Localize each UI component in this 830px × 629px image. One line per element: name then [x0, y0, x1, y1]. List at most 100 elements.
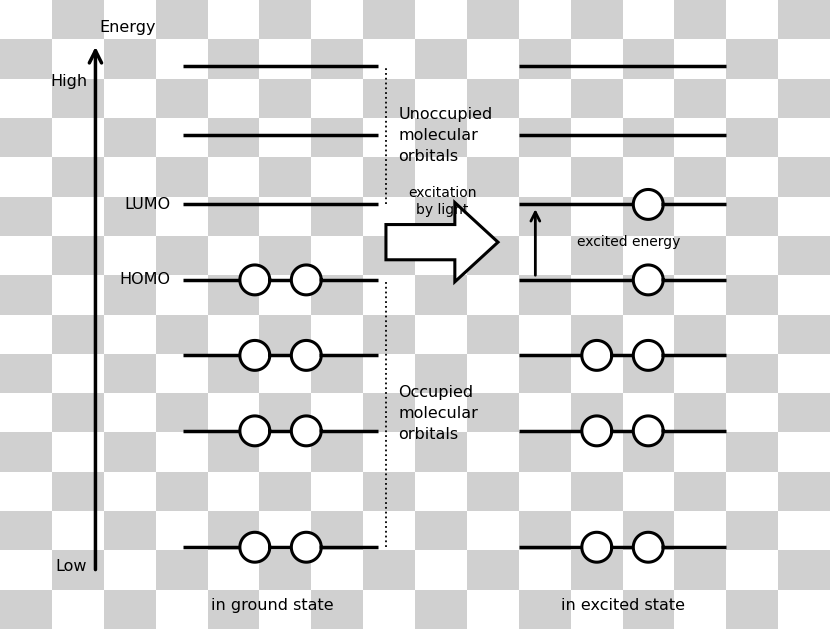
Bar — [156, 157, 208, 196]
Bar — [726, 118, 779, 157]
Bar — [571, 0, 622, 39]
Bar — [519, 433, 571, 472]
Bar — [622, 196, 675, 236]
Bar — [675, 314, 726, 353]
Bar — [415, 511, 466, 550]
Bar — [779, 236, 830, 276]
Bar — [779, 550, 830, 590]
Polygon shape — [240, 265, 270, 295]
Bar — [311, 276, 364, 314]
Bar — [208, 276, 260, 314]
Bar — [466, 79, 519, 118]
Bar — [260, 472, 311, 511]
Bar — [779, 79, 830, 118]
Polygon shape — [633, 532, 663, 562]
Bar — [622, 590, 675, 629]
Bar — [519, 39, 571, 79]
Bar — [415, 39, 466, 79]
Bar — [622, 276, 675, 314]
Bar — [726, 590, 779, 629]
Bar — [622, 39, 675, 79]
Bar — [51, 0, 104, 39]
Polygon shape — [582, 340, 612, 370]
Bar — [104, 118, 156, 157]
Text: HOMO: HOMO — [120, 272, 170, 287]
Bar — [51, 236, 104, 276]
Bar — [519, 276, 571, 314]
Bar — [675, 550, 726, 590]
Bar — [311, 196, 364, 236]
Bar — [519, 590, 571, 629]
Text: LUMO: LUMO — [124, 197, 170, 212]
Polygon shape — [240, 532, 270, 562]
Polygon shape — [633, 189, 663, 220]
Bar — [104, 196, 156, 236]
Bar — [260, 157, 311, 196]
Bar — [726, 276, 779, 314]
Bar — [311, 118, 364, 157]
Bar — [675, 393, 726, 433]
Bar — [726, 433, 779, 472]
Text: Unoccupied
molecular
orbitals: Unoccupied molecular orbitals — [398, 107, 493, 164]
Bar — [466, 0, 519, 39]
Bar — [260, 393, 311, 433]
Bar — [0, 511, 51, 550]
Bar — [311, 353, 364, 393]
Bar — [104, 276, 156, 314]
Bar — [208, 511, 260, 550]
Bar — [675, 79, 726, 118]
Bar — [415, 433, 466, 472]
Bar — [260, 236, 311, 276]
Bar — [675, 157, 726, 196]
Bar — [519, 196, 571, 236]
Bar — [0, 118, 51, 157]
Bar — [51, 550, 104, 590]
Text: High: High — [50, 74, 87, 89]
Bar — [0, 590, 51, 629]
Text: Low: Low — [56, 559, 87, 574]
Bar — [622, 353, 675, 393]
Bar — [726, 511, 779, 550]
Bar — [208, 39, 260, 79]
Bar — [0, 39, 51, 79]
Bar — [0, 276, 51, 314]
Bar — [208, 196, 260, 236]
Polygon shape — [291, 265, 321, 295]
Polygon shape — [240, 340, 270, 370]
Bar — [260, 79, 311, 118]
Bar — [51, 472, 104, 511]
Bar — [466, 236, 519, 276]
Bar — [622, 118, 675, 157]
Bar — [571, 472, 622, 511]
Bar — [364, 157, 415, 196]
Bar — [519, 118, 571, 157]
Bar — [622, 511, 675, 550]
Bar — [571, 79, 622, 118]
Bar — [726, 353, 779, 393]
Text: excitation
by light: excitation by light — [408, 186, 476, 217]
Bar — [726, 39, 779, 79]
Bar — [675, 472, 726, 511]
Bar — [51, 314, 104, 353]
Bar — [415, 118, 466, 157]
Bar — [156, 393, 208, 433]
Bar — [156, 550, 208, 590]
Bar — [311, 590, 364, 629]
Text: Energy: Energy — [100, 19, 156, 35]
Polygon shape — [386, 203, 498, 282]
Text: Occupied
molecular
orbitals: Occupied molecular orbitals — [398, 386, 478, 442]
Bar — [51, 79, 104, 118]
Bar — [208, 118, 260, 157]
Bar — [415, 276, 466, 314]
Bar — [519, 353, 571, 393]
Bar — [779, 314, 830, 353]
Bar — [364, 314, 415, 353]
Bar — [466, 157, 519, 196]
Bar — [571, 236, 622, 276]
Bar — [364, 236, 415, 276]
Bar — [466, 472, 519, 511]
Bar — [260, 314, 311, 353]
Bar — [0, 196, 51, 236]
Bar — [208, 353, 260, 393]
Bar — [311, 39, 364, 79]
